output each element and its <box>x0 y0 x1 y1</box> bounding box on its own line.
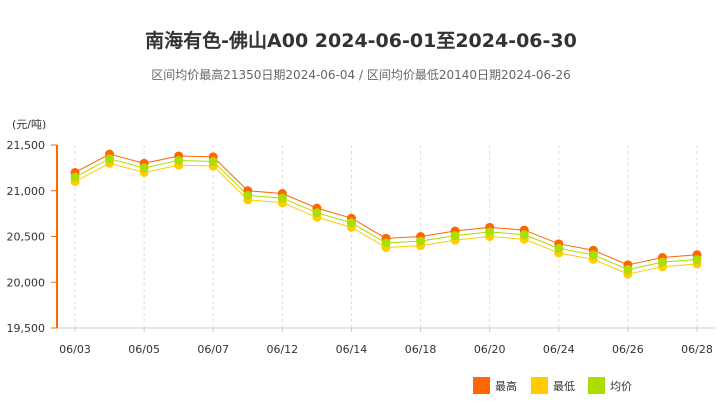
legend-item-high[interactable]: 最高 <box>473 377 517 394</box>
data-point-2 <box>312 208 322 218</box>
data-point-2 <box>623 264 633 274</box>
x-tick-label: 06/18 <box>405 343 437 356</box>
y-tick-label: 20,500 <box>7 231 46 244</box>
x-tick-label: 06/24 <box>543 343 575 356</box>
series-line-1 <box>74 162 698 275</box>
legend-label-high: 最高 <box>495 379 517 393</box>
x-tick-label: 06/26 <box>612 343 644 356</box>
legend-label-avg: 均价 <box>610 379 632 393</box>
x-tick-label: 06/14 <box>336 343 368 356</box>
x-tick-label: 06/12 <box>266 343 298 356</box>
data-point-2 <box>70 172 80 182</box>
legend-item-avg[interactable]: 均价 <box>588 377 632 394</box>
x-tick-label: 06/28 <box>681 343 713 356</box>
data-point-2 <box>381 238 391 248</box>
legend-swatch-low <box>531 377 548 394</box>
data-point-2 <box>450 231 460 241</box>
y-tick-label: 21,000 <box>7 185 46 198</box>
data-point-2 <box>174 156 184 166</box>
legend-item-low[interactable]: 最低 <box>531 377 575 394</box>
legend-label-low: 最低 <box>553 379 575 393</box>
x-tick-label: 06/07 <box>197 343 229 356</box>
legend-swatch-avg <box>588 377 605 394</box>
data-point-2 <box>519 230 529 240</box>
data-point-2 <box>657 257 667 267</box>
y-tick-label: 19,500 <box>7 322 46 335</box>
data-point-2 <box>588 250 598 260</box>
y-axis-unit: (元/吨) <box>12 118 47 131</box>
data-point-2 <box>554 243 564 253</box>
data-point-2 <box>208 156 218 166</box>
y-tick-label: 21,500 <box>7 139 46 152</box>
series-line-2 <box>74 158 698 270</box>
chart-title: 南海有色-佛山A00 2024-06-01至2024-06-30 <box>145 30 577 52</box>
data-point-2 <box>416 236 426 246</box>
y-tick-label: 20,000 <box>7 276 46 289</box>
x-tick-label: 06/20 <box>474 343 506 356</box>
data-point-2 <box>346 218 356 228</box>
x-tick-label: 06/05 <box>128 343 160 356</box>
data-point-2 <box>277 193 287 203</box>
data-point-2 <box>692 254 702 264</box>
legend-swatch-high <box>473 377 490 394</box>
data-point-2 <box>243 190 253 200</box>
x-tick-label: 06/03 <box>59 343 91 356</box>
data-point-2 <box>139 163 149 173</box>
data-point-2 <box>105 154 115 164</box>
data-point-2 <box>485 227 495 237</box>
chart-subtitle: 区间均价最高21350日期2024-06-04 / 区间均价最低20140日期2… <box>151 68 571 82</box>
